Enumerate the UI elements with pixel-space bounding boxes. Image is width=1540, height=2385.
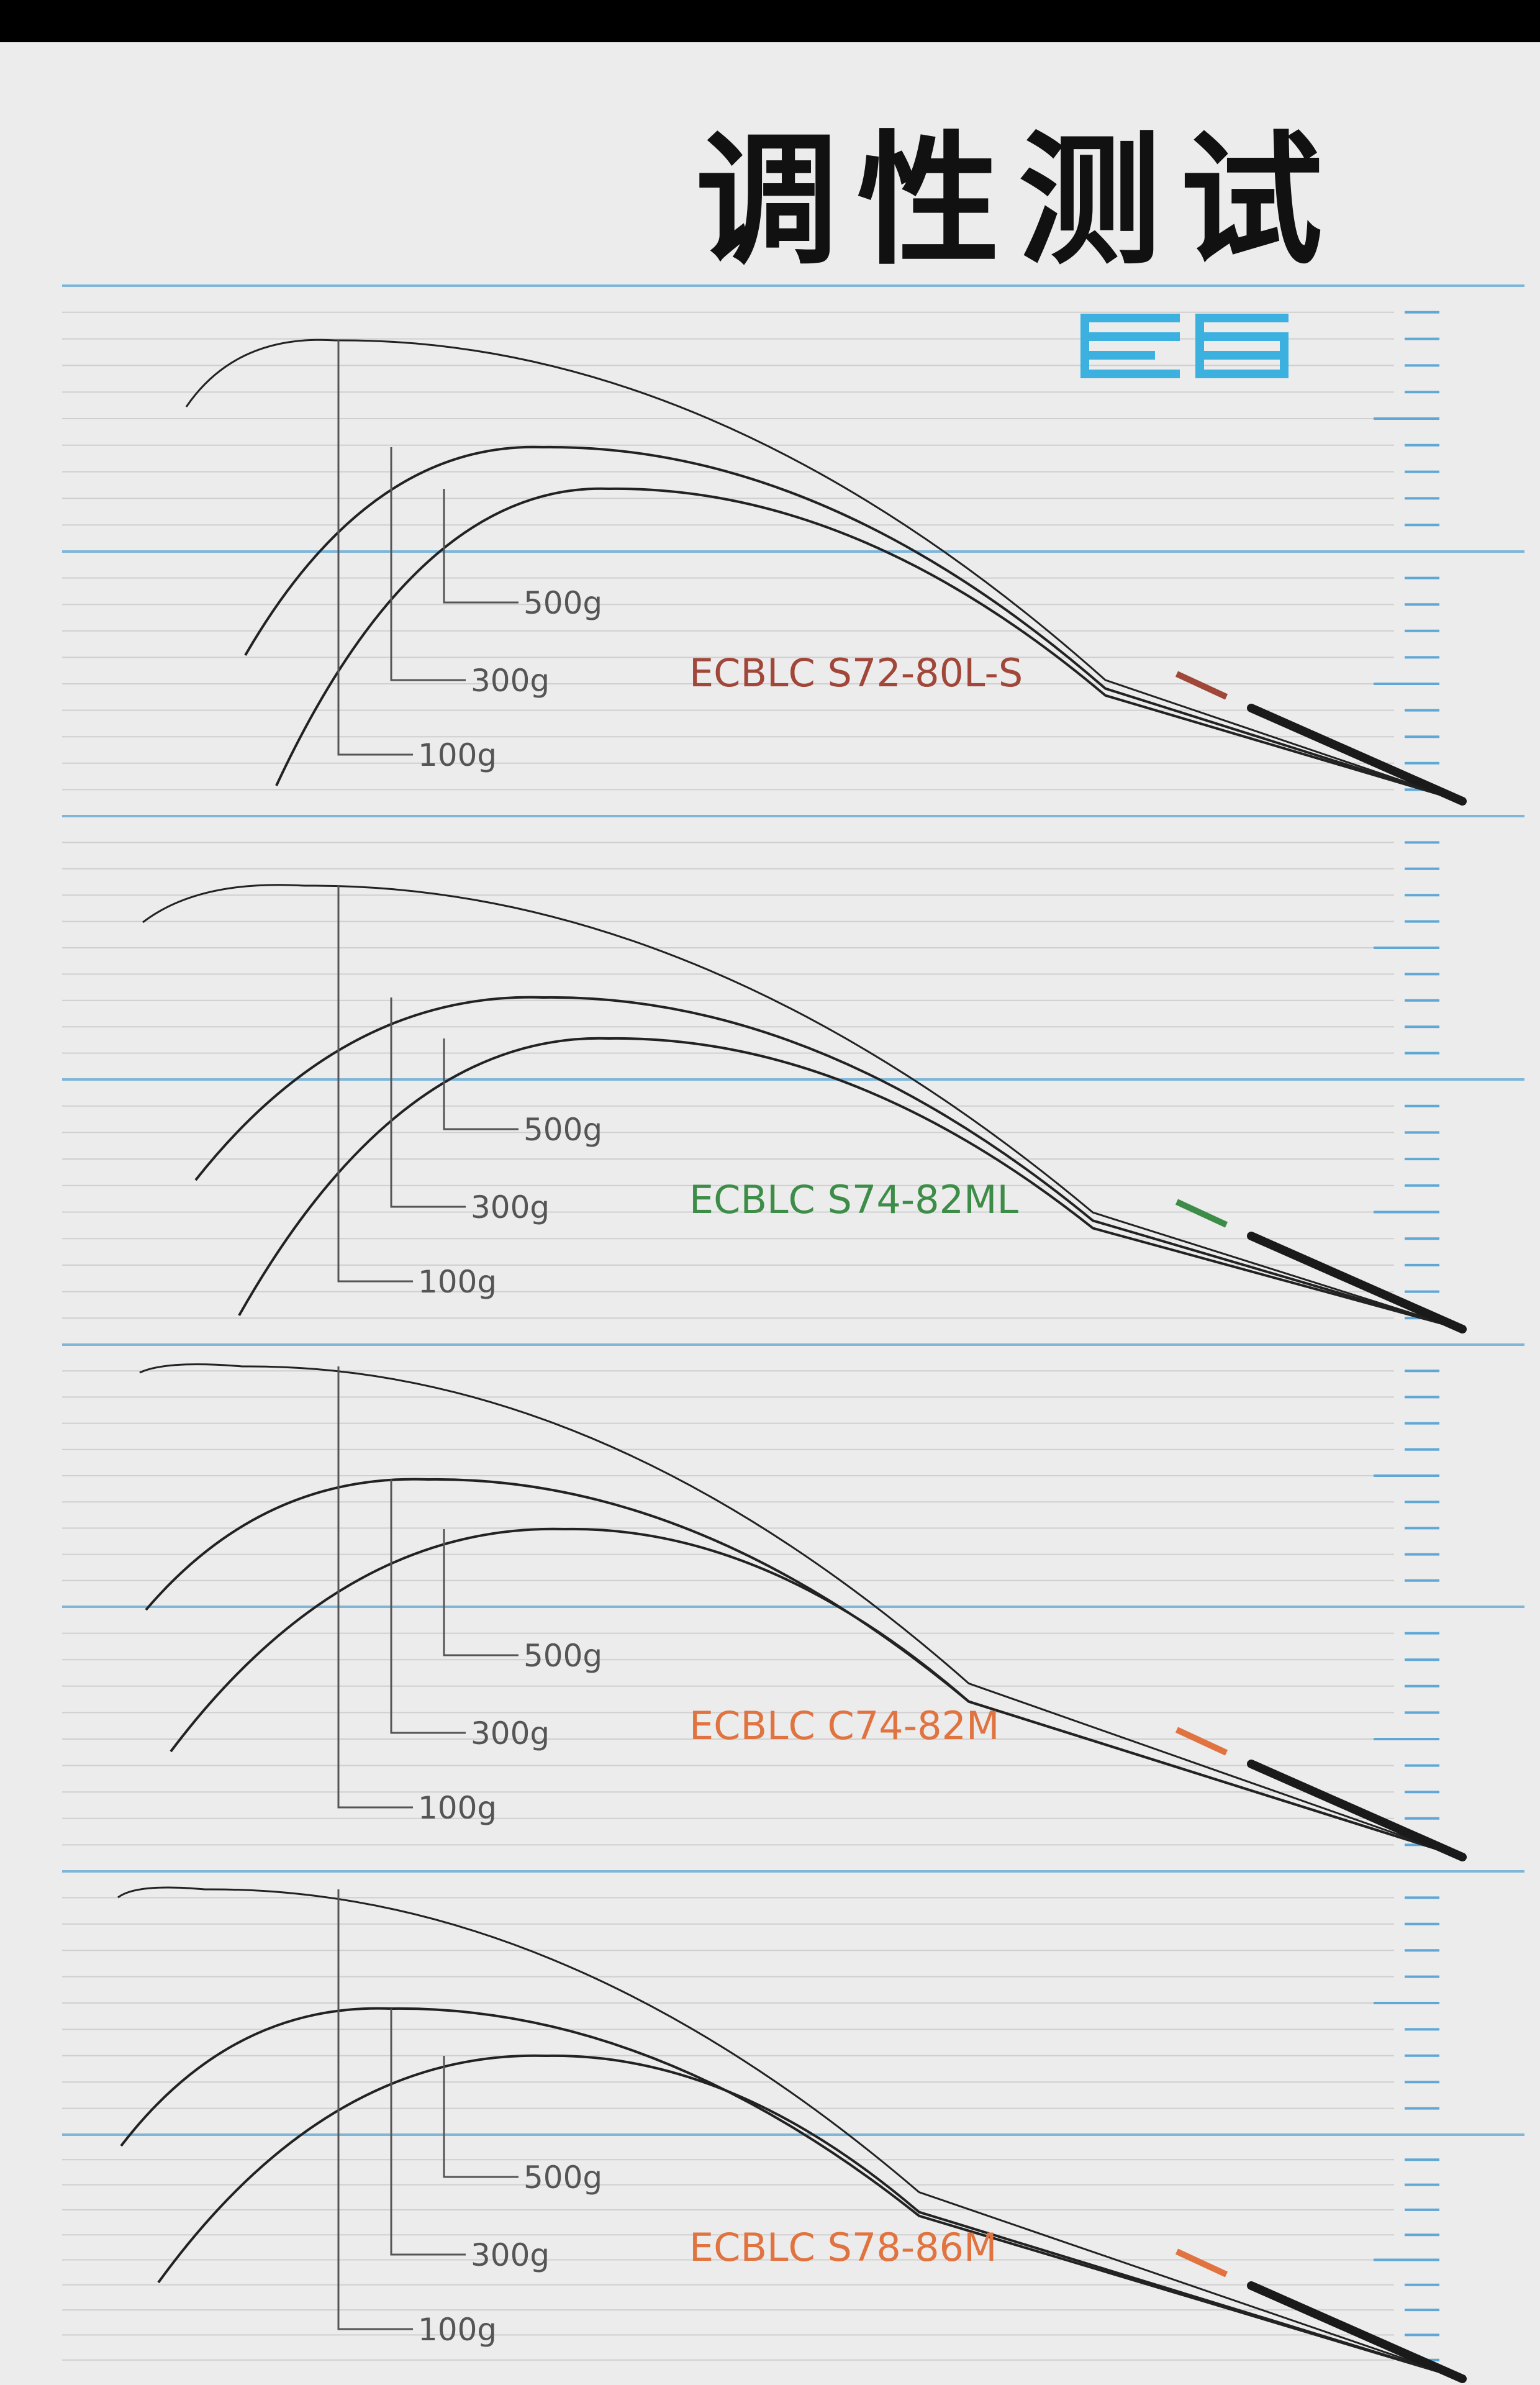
logo-stroke [1280,332,1289,378]
rod-curve [117,1886,1463,2380]
weight-label: 300g [471,2237,550,2273]
weight-marker [337,886,413,1283]
test-panel: 100g 300g 500g ECBLC S78-86M [117,1886,1467,2383]
weight-label: 500g [523,2160,602,2196]
model-label: ECBLC S72-80L-S [689,650,1023,696]
weight-label: 300g [471,663,550,699]
test-panels: 100g 300g 500g ECBLC S72-80L-S 100g 300g 500g E… [117,338,1467,2383]
brand-logo-icon [1080,314,1289,378]
rod-curve [120,2007,1463,2380]
test-panel: 100g 300g 500g ECBLC S72-80L-S [185,338,1467,806]
logo-stroke [1195,314,1289,322]
logo-stroke [1080,314,1089,378]
rod-curve [194,996,1463,1330]
weight-marker [390,2009,466,2256]
rod-accent-ring [1175,1727,1228,1756]
rod-curve [238,1037,1463,1330]
logo-stroke [1080,332,1180,341]
rod-curve [244,445,1463,802]
logo-stroke [1080,314,1180,322]
rod-curve [157,2054,1463,2380]
top-bar [0,0,1540,42]
rod-curve [145,1478,1463,1858]
logo-stroke [1080,370,1180,378]
rod-curve [142,884,1463,1330]
model-label: ECBLC S74-82ML [689,1177,1019,1222]
rod-accent-ring [1175,671,1228,700]
weight-label: 100g [418,1790,497,1826]
weight-marker [390,1479,466,1734]
weight-label: 300g [471,1715,550,1751]
logo-stroke [1195,332,1289,341]
weight-label: 100g [418,1264,497,1300]
weight-label: 500g [523,1112,602,1148]
rod-handle [1247,1760,1467,1861]
rod-curve [275,487,1463,802]
page-title: 调性测试 [695,119,1341,284]
rod-curve [185,338,1463,802]
scale-ticks [1374,311,1439,2361]
weight-marker [337,340,413,756]
test-panel: 100g 300g 500g ECBLC S74-82ML [142,884,1467,1333]
logo-stroke [1195,370,1289,378]
grid-lines [62,284,1524,2361]
rod-curve [139,1363,1463,1858]
weight-label: 300g [471,1189,550,1225]
weight-label: 100g [418,2312,497,2348]
rod-handle [1247,704,1467,806]
model-label: ECBLC C74-82M [689,1703,999,1748]
model-label: ECBLC S78-86M [689,2225,997,2270]
rod-curve [170,1527,1463,1858]
weight-marker [390,447,466,681]
weight-marker [443,2056,519,2178]
weight-marker [443,1529,519,1656]
logo-stroke [1080,351,1155,360]
rod-accent-ring [1175,1199,1228,1228]
weight-marker [337,1366,413,1809]
logo-stroke [1195,351,1289,360]
weight-marker [443,1038,519,1130]
rod-handle [1247,1232,1467,1333]
weight-marker [337,1889,413,2330]
weight-marker [390,997,466,1208]
logo-stroke [1195,314,1204,378]
test-panel: 100g 300g 500g ECBLC C74-82M [139,1363,1467,1861]
weight-label: 500g [523,585,602,621]
weight-marker [443,489,519,604]
rod-accent-ring [1175,2248,1228,2278]
rod-handle [1247,2281,1467,2383]
weight-label: 500g [523,1638,602,1674]
weight-label: 100g [418,737,497,773]
